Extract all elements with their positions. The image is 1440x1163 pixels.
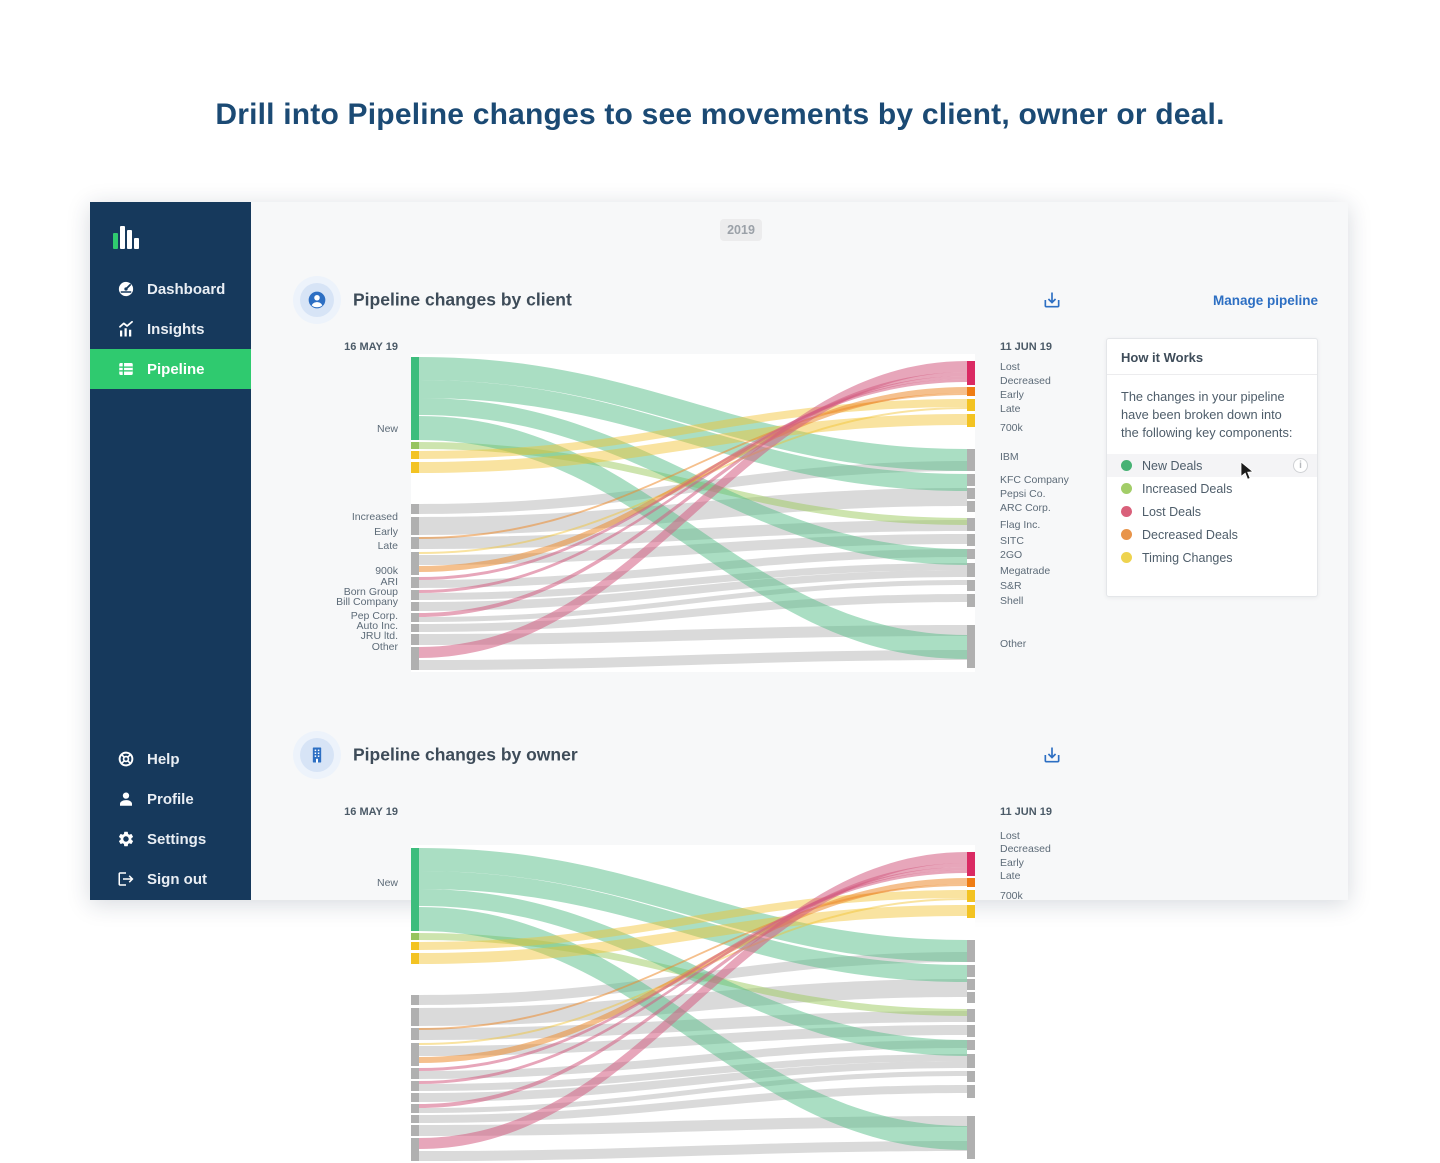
sankey-node-label: 900k (375, 565, 398, 577)
sankey-node-label: Early (1000, 857, 1024, 869)
sankey-node-label: Decreased (1000, 843, 1051, 855)
sankey-node-label: Late (1000, 870, 1021, 882)
app-window: Dashboard Insights Pipeline Help Profile Set… (90, 202, 1348, 1163)
sankey-node-label: KFC Company (1000, 474, 1069, 486)
legend-label: New Deals (1142, 458, 1203, 473)
how-it-works-card: How it Works The changes in your pipelin… (1106, 338, 1318, 597)
download-button-client[interactable] (1042, 290, 1062, 310)
sidebar-item-help[interactable]: Help (90, 739, 251, 779)
mouse-cursor (1240, 461, 1254, 481)
sankey-node-label: Lost (1000, 361, 1020, 373)
legend-label: Increased Deals (1142, 481, 1233, 496)
sankey-node-label: Decreased (1000, 375, 1051, 387)
section-title-client: Pipeline changes by client (353, 289, 572, 310)
sankey-node-label: ARI (380, 576, 398, 588)
legend-item-decreased-deals[interactable]: Decreased Deals (1107, 523, 1317, 546)
sankey-node-label: Shell (1000, 595, 1024, 607)
sankey-node-label: Early (374, 526, 398, 538)
sankey-date-label: 16 MAY 19 (344, 341, 398, 353)
legend-label: Decreased Deals (1142, 527, 1238, 542)
page-headline: Drill into Pipeline changes to see movem… (215, 98, 1225, 131)
sidebar-item-label: Settings (147, 830, 207, 848)
sidebar-item-label: Pipeline (147, 360, 205, 378)
sidebar-item-label: Sign out (147, 870, 207, 888)
sidebar-item-sign-out[interactable]: Sign out (90, 859, 251, 899)
sankey-node-label: Late (377, 540, 398, 552)
sankey-date-label: 11 JUN 19 (1000, 806, 1052, 818)
sidebar-item-profile[interactable]: Profile (90, 779, 251, 819)
sankey-node-label: S&R (1000, 580, 1022, 592)
legend-color-dot (1121, 506, 1132, 517)
sankey-date-label: 11 JUN 19 (1000, 341, 1052, 353)
info-icon[interactable]: i (1293, 458, 1308, 473)
sankey-date-label: 16 MAY 19 (344, 806, 398, 818)
sidebar-item-pipeline[interactable]: Pipeline (90, 349, 251, 389)
sankey-node-label: Auto Inc. (356, 620, 398, 632)
sankey-chart-client[interactable] (411, 354, 975, 672)
profile-icon (117, 790, 135, 808)
sankey-node-label: Late (1000, 403, 1021, 415)
sankey-node-label: Increased (351, 511, 398, 523)
sankey-node-label: JRU ltd. (360, 630, 398, 642)
legend-color-dot (1121, 460, 1132, 471)
help-icon (117, 750, 135, 768)
insights-icon (117, 320, 135, 338)
owner-section-icon (293, 731, 341, 779)
legend-item-increased-deals[interactable]: Increased Deals (1107, 477, 1317, 500)
sidebar-item-insights[interactable]: Insights (90, 309, 251, 349)
sankey-node-label: Pep Corp. (350, 610, 398, 622)
sankey-node-label: New (376, 877, 398, 889)
sankey-node-label: Flag Inc. (1000, 519, 1041, 531)
manage-pipeline-link[interactable]: Manage pipeline (1212, 293, 1318, 308)
legend-color-dot (1121, 552, 1132, 563)
sidebar-item-label: Insights (147, 320, 205, 338)
sidebar-nav: Dashboard Insights Pipeline (90, 269, 251, 389)
sidebar-footer-nav: Help Profile Settings Sign out (90, 739, 251, 899)
components-legend: New Deals i Increased Deals Lost Deals Decre… (1107, 454, 1317, 569)
sankey-node-label: Other (1000, 638, 1027, 650)
building-icon (307, 745, 327, 765)
dashboard-icon (117, 280, 135, 298)
legend-item-lost-deals[interactable]: Lost Deals (1107, 500, 1317, 523)
sankey-chart-owner[interactable] (411, 845, 975, 1163)
sidebar-item-dashboard[interactable]: Dashboard (90, 269, 251, 309)
sankey-node-label: New (376, 423, 398, 435)
sidebar-item-settings[interactable]: Settings (90, 819, 251, 859)
sidebar: Dashboard Insights Pipeline Help Profile Set… (90, 202, 251, 900)
pipeline-icon (117, 360, 135, 378)
sankey-node-label: Born Group (343, 586, 398, 598)
signout-icon (117, 870, 135, 888)
legend-label: Timing Changes (1142, 550, 1233, 565)
sidebar-item-label: Help (147, 750, 180, 768)
sankey-node-label: IBM (1000, 451, 1019, 463)
download-button-owner[interactable] (1042, 745, 1062, 765)
sankey-node-label: 2GO (1000, 549, 1023, 561)
section-title-owner: Pipeline changes by owner (353, 744, 578, 765)
legend-item-timing-changes[interactable]: Timing Changes (1107, 546, 1317, 569)
sankey-node-label: ARC Corp. (1000, 502, 1051, 514)
sankey-node-label: Other (371, 641, 398, 653)
app-logo-icon (113, 222, 147, 249)
year-filter-badge: 2019 (720, 219, 762, 241)
how-it-works-body: The changes in your pipeline have been b… (1121, 389, 1293, 440)
settings-icon (117, 830, 135, 848)
sidebar-item-label: Dashboard (147, 280, 226, 298)
user-circle-icon (307, 290, 327, 310)
sankey-node-label: Bill Company (336, 596, 398, 608)
sankey-node-label: 700k (1000, 422, 1023, 434)
sankey-node-label: Lost (1000, 830, 1020, 842)
sankey-node-label: Megatrade (1000, 565, 1051, 577)
sidebar-item-label: Profile (147, 790, 194, 808)
legend-color-dot (1121, 483, 1132, 494)
sankey-node-label: Pepsi Co. (1000, 488, 1046, 500)
legend-color-dot (1121, 529, 1132, 540)
legend-item-new-deals[interactable]: New Deals i (1107, 454, 1317, 477)
legend-label: Lost Deals (1142, 504, 1202, 519)
sankey-node-label: SITC (1000, 535, 1024, 547)
how-it-works-title: How it Works (1107, 339, 1317, 375)
sankey-node-label: 700k (1000, 890, 1023, 902)
client-section-icon (293, 276, 341, 324)
sankey-node-label: Early (1000, 389, 1024, 401)
